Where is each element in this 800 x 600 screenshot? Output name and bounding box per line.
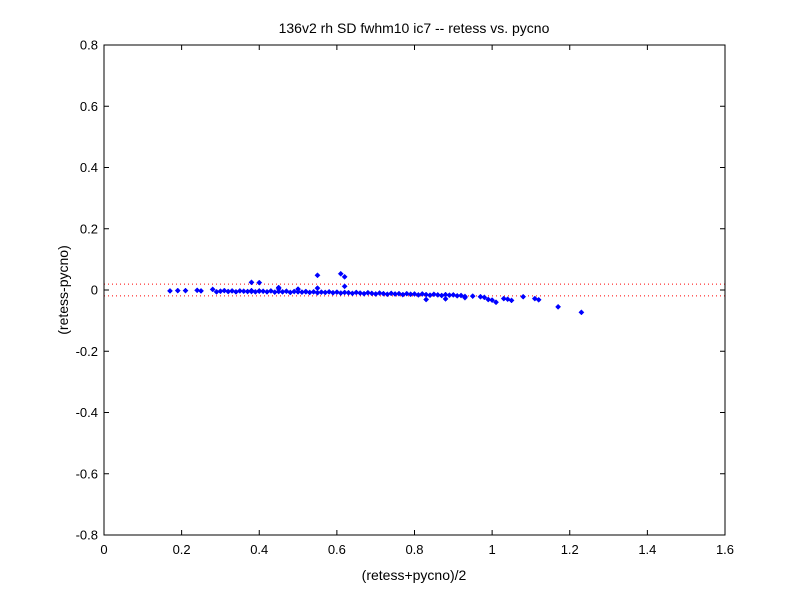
data-point	[531, 295, 538, 302]
data-point	[256, 279, 263, 286]
data-point	[477, 293, 484, 300]
y-tick-label: 0	[91, 283, 98, 298]
data-point	[535, 296, 542, 303]
data-point	[380, 290, 387, 297]
data-point	[500, 295, 507, 302]
data-point	[248, 288, 255, 295]
data-point	[357, 290, 364, 297]
data-point	[489, 297, 496, 304]
data-point	[345, 289, 352, 296]
data-point	[341, 283, 348, 290]
data-point	[341, 289, 348, 296]
data-point	[458, 292, 465, 299]
data-point	[295, 288, 302, 295]
y-tick-label: 0.4	[80, 160, 98, 175]
data-point	[267, 287, 274, 294]
data-point	[240, 288, 247, 295]
data-point	[396, 290, 402, 297]
data-point	[236, 287, 243, 294]
data-point	[318, 289, 325, 296]
data-point	[221, 287, 228, 294]
y-tick-label: -0.2	[76, 344, 98, 359]
x-tick-label: 0.2	[173, 542, 191, 557]
data-point	[275, 285, 282, 292]
y-tick-label: -0.6	[76, 466, 98, 481]
data-point	[198, 287, 204, 294]
data-point	[326, 288, 333, 295]
y-axis-ticks: -0.8 -0.6 -0.4 -0.2 0 0.2 0.4 0.6 0.8	[76, 38, 725, 543]
data-point	[520, 293, 527, 300]
y-tick-label: 0.2	[80, 221, 98, 236]
data-point	[291, 288, 298, 295]
data-point	[419, 291, 426, 297]
x-tick-label: 0.4	[250, 542, 268, 557]
data-point	[403, 290, 410, 297]
data-point	[434, 291, 441, 298]
chart-title: 136v2 rh SD fwhm10 ic7 -- retess vs. pyc…	[279, 20, 550, 36]
x-tick-label: 0.6	[328, 542, 346, 557]
data-point	[450, 291, 457, 298]
data-point	[302, 288, 309, 295]
data-point	[283, 288, 290, 295]
data-point	[481, 294, 488, 301]
data-point	[493, 299, 499, 306]
x-axis-label: (retess+pycno)/2	[362, 567, 467, 583]
y-axis-label: (retess-pycno)	[55, 245, 71, 334]
data-point	[182, 287, 189, 294]
data-point	[411, 291, 418, 297]
y-tick-label: -0.8	[76, 528, 98, 543]
data-point	[376, 290, 383, 297]
data-point	[388, 290, 395, 297]
data-point	[462, 294, 468, 301]
data-point	[442, 295, 449, 302]
data-point	[341, 273, 348, 280]
x-axis-ticks: 0 0.2 0.4 0.6 0.8 1 1.2 1.4 1.6	[100, 45, 734, 557]
data-point	[260, 288, 267, 295]
data-point	[229, 287, 236, 294]
data-point	[423, 296, 430, 303]
y-tick-label: -0.4	[76, 405, 98, 420]
data-point	[578, 309, 585, 316]
y-tick-label: 0.6	[80, 99, 98, 114]
data-point	[368, 290, 375, 297]
data-point	[248, 279, 255, 286]
x-tick-label: 1.2	[561, 542, 579, 557]
data-point	[337, 270, 344, 277]
data-point	[167, 287, 173, 294]
data-point	[310, 288, 317, 295]
data-point	[256, 288, 263, 295]
y-tick-label: 0.8	[80, 38, 98, 53]
x-tick-label: 1	[489, 542, 496, 557]
plot-area	[104, 45, 725, 535]
data-point	[364, 289, 371, 296]
x-tick-label: 1.6	[716, 542, 734, 557]
x-tick-label: 0.8	[405, 542, 423, 557]
data-point	[485, 296, 492, 303]
x-tick-label: 0	[100, 542, 107, 557]
data-point	[314, 272, 321, 279]
data-point	[333, 289, 340, 296]
data-point	[508, 297, 515, 304]
data-point	[194, 287, 201, 294]
data-point	[174, 287, 181, 294]
data-point	[555, 303, 562, 310]
x-tick-label: 1.4	[638, 542, 656, 557]
data-points	[167, 270, 585, 316]
data-point	[314, 285, 321, 292]
data-point	[353, 289, 360, 296]
data-point	[209, 286, 216, 293]
data-point	[469, 293, 476, 300]
data-point	[430, 291, 437, 298]
